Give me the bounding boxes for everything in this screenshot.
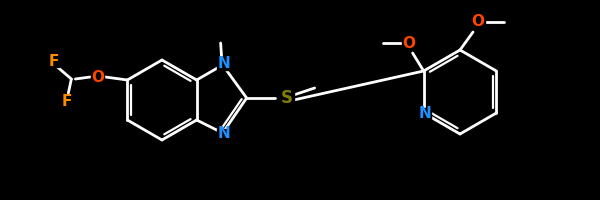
Bar <box>418 108 431 118</box>
Bar <box>217 58 230 70</box>
Bar <box>280 92 293 104</box>
Bar <box>91 71 104 83</box>
Text: S: S <box>281 89 293 107</box>
Text: N: N <box>217 127 230 142</box>
Text: O: O <box>402 36 415 50</box>
Bar <box>48 55 59 66</box>
Text: F: F <box>61 94 71 108</box>
Text: N: N <box>217 56 230 72</box>
Bar <box>217 129 230 140</box>
Text: N: N <box>418 106 431 120</box>
Text: O: O <box>472 15 485 29</box>
Bar <box>472 16 485 28</box>
Text: F: F <box>48 53 59 68</box>
Bar <box>402 37 415 49</box>
Bar <box>61 96 72 106</box>
Text: O: O <box>91 70 104 84</box>
